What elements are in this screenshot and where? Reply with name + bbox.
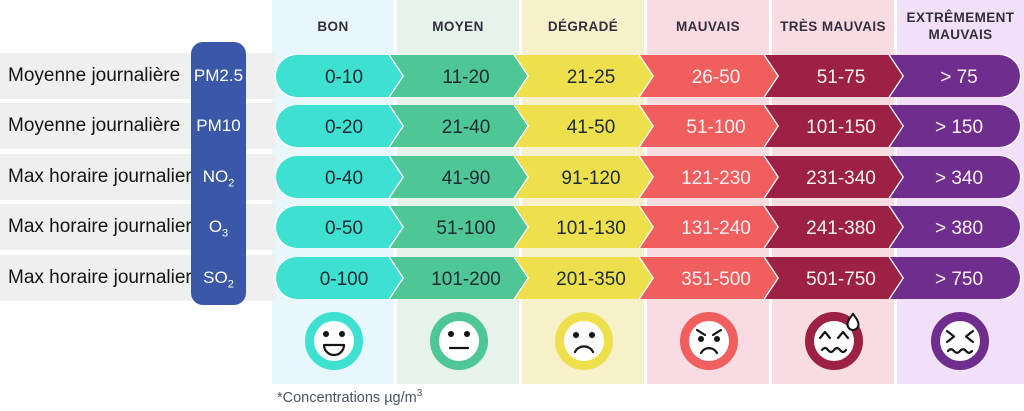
threshold-arrow-row-pm25: 0-10 11-20 21-25 26-50 51-75 > 75	[274, 55, 1022, 97]
arrow-segment	[638, 105, 781, 147]
threshold-value: 11-20	[442, 67, 489, 88]
threshold-value: 0-100	[320, 269, 369, 290]
arrow-segment	[388, 156, 531, 198]
arrow-segment	[388, 206, 531, 248]
arrow-segment	[274, 156, 406, 198]
threshold-value: 351-500	[681, 269, 751, 290]
threshold-value: 0-20	[325, 117, 363, 138]
arrow-segment	[888, 105, 1022, 147]
arrow-segment	[763, 105, 906, 147]
threshold-value: 241-380	[806, 218, 876, 239]
threshold-value: 0-10	[325, 67, 363, 88]
threshold-value: 41-50	[567, 117, 616, 138]
mood-worried-icon	[805, 312, 863, 370]
arrow-segment	[388, 257, 531, 299]
mood-neutral-icon	[430, 312, 488, 370]
arrow-segment	[763, 55, 906, 97]
arrow-segment	[888, 206, 1022, 248]
mood-angry-icon	[680, 312, 738, 370]
threshold-value: 21-40	[442, 117, 491, 138]
row-metric-label: Moyenne journalière	[8, 65, 181, 86]
threshold-value: > 340	[935, 168, 983, 189]
threshold-value: 51-75	[817, 67, 866, 88]
arrow-segment	[274, 55, 406, 97]
threshold-arrow-row-pm10: 0-20 21-40 41-50 51-100 101-150 > 150	[274, 105, 1022, 147]
arrow-segment	[888, 55, 1022, 97]
units-footnote: *Concentrations µg/m3	[277, 388, 422, 406]
column-header-moyen: MOYEN	[432, 18, 484, 34]
threshold-value: 41-90	[442, 168, 491, 189]
threshold-value: 51-100	[686, 117, 745, 138]
arrow-segment	[763, 206, 906, 248]
arrow-segment	[888, 257, 1022, 299]
threshold-arrow-row-no2: 0-40 41-90 91-120 121-230 231-340 > 340	[274, 156, 1022, 198]
pollutant-label-so2: SO2	[203, 268, 234, 291]
arrow-segment	[638, 206, 781, 248]
column-header-tres-mauvais: TRÈS MAUVAIS	[780, 18, 886, 34]
pollutant-label-o3: O3	[208, 217, 229, 240]
column-header-degrade: DÉGRADÉ	[547, 18, 619, 34]
threshold-value: 26-50	[692, 67, 741, 88]
threshold-value: 101-150	[806, 117, 876, 138]
threshold-value: 131-240	[681, 218, 751, 239]
threshold-arrow-row-o3: 0-50 51-100 101-130 131-240 241-380 > 38…	[274, 206, 1022, 248]
column-header-extremement-mauvais: EXTRÊMEMENT MAUVAIS	[906, 10, 1015, 42]
threshold-value: 21-25	[567, 67, 616, 88]
arrow-segment	[638, 257, 781, 299]
threshold-value: > 150	[935, 117, 983, 138]
arrow-segment	[274, 206, 406, 248]
arrow-segment	[274, 105, 406, 147]
pollutant-bar: PM2.5 PM10 NO2 O3 SO2	[191, 42, 246, 305]
units-footnote-sup: 3	[416, 388, 423, 399]
threshold-value: 101-200	[431, 269, 501, 290]
threshold-arrow-row-so2: 0-100 101-200 201-350 351-500 501-750 > …	[274, 257, 1022, 299]
arrow-segment	[513, 156, 656, 198]
mood-sad-icon	[555, 312, 613, 370]
pollutant-label-no2: NO2	[202, 167, 235, 190]
threshold-value: 51-100	[436, 218, 495, 239]
threshold-value: 0-50	[325, 218, 363, 239]
arrow-segment	[388, 105, 531, 147]
arrow-segment	[513, 257, 656, 299]
threshold-value: 501-750	[806, 269, 876, 290]
sweat-drop-icon	[846, 312, 860, 331]
arrow-segment	[513, 105, 656, 147]
arrow-segment	[274, 257, 406, 299]
threshold-value: 201-350	[556, 269, 626, 290]
column-header-bon: BON	[317, 18, 349, 34]
threshold-value: 121-230	[681, 168, 751, 189]
pollutant-label-pm10: PM10	[196, 116, 241, 135]
arrow-segment	[638, 156, 781, 198]
arrow-segment	[513, 55, 656, 97]
arrow-segment	[638, 55, 781, 97]
row-metric-label: Max horaire journalier	[8, 267, 192, 288]
threshold-value: > 75	[940, 67, 978, 88]
arrow-segment	[513, 206, 656, 248]
row-metric-label: Moyenne journalière	[8, 115, 181, 136]
mood-happy-icon	[305, 312, 363, 370]
threshold-value: 91-120	[561, 168, 620, 189]
threshold-value: > 750	[935, 269, 983, 290]
row-metric-label: Max horaire journalier	[8, 166, 192, 187]
arrow-segment	[763, 257, 906, 299]
arrow-segment	[888, 156, 1022, 198]
row-metric-label: Max horaire journalier	[8, 216, 192, 237]
mood-distressed-icon	[931, 312, 989, 370]
pollutant-label-pm25: PM2.5	[193, 66, 244, 85]
column-header-mauvais: MAUVAIS	[675, 18, 741, 34]
arrow-segment	[763, 156, 906, 198]
threshold-value: 101-130	[556, 218, 626, 239]
threshold-value: > 380	[935, 218, 983, 239]
arrow-segment	[388, 55, 531, 97]
threshold-value: 231-340	[806, 168, 876, 189]
threshold-value: 0-40	[325, 168, 363, 189]
units-footnote-text: *Concentrations µg/m	[277, 389, 417, 406]
